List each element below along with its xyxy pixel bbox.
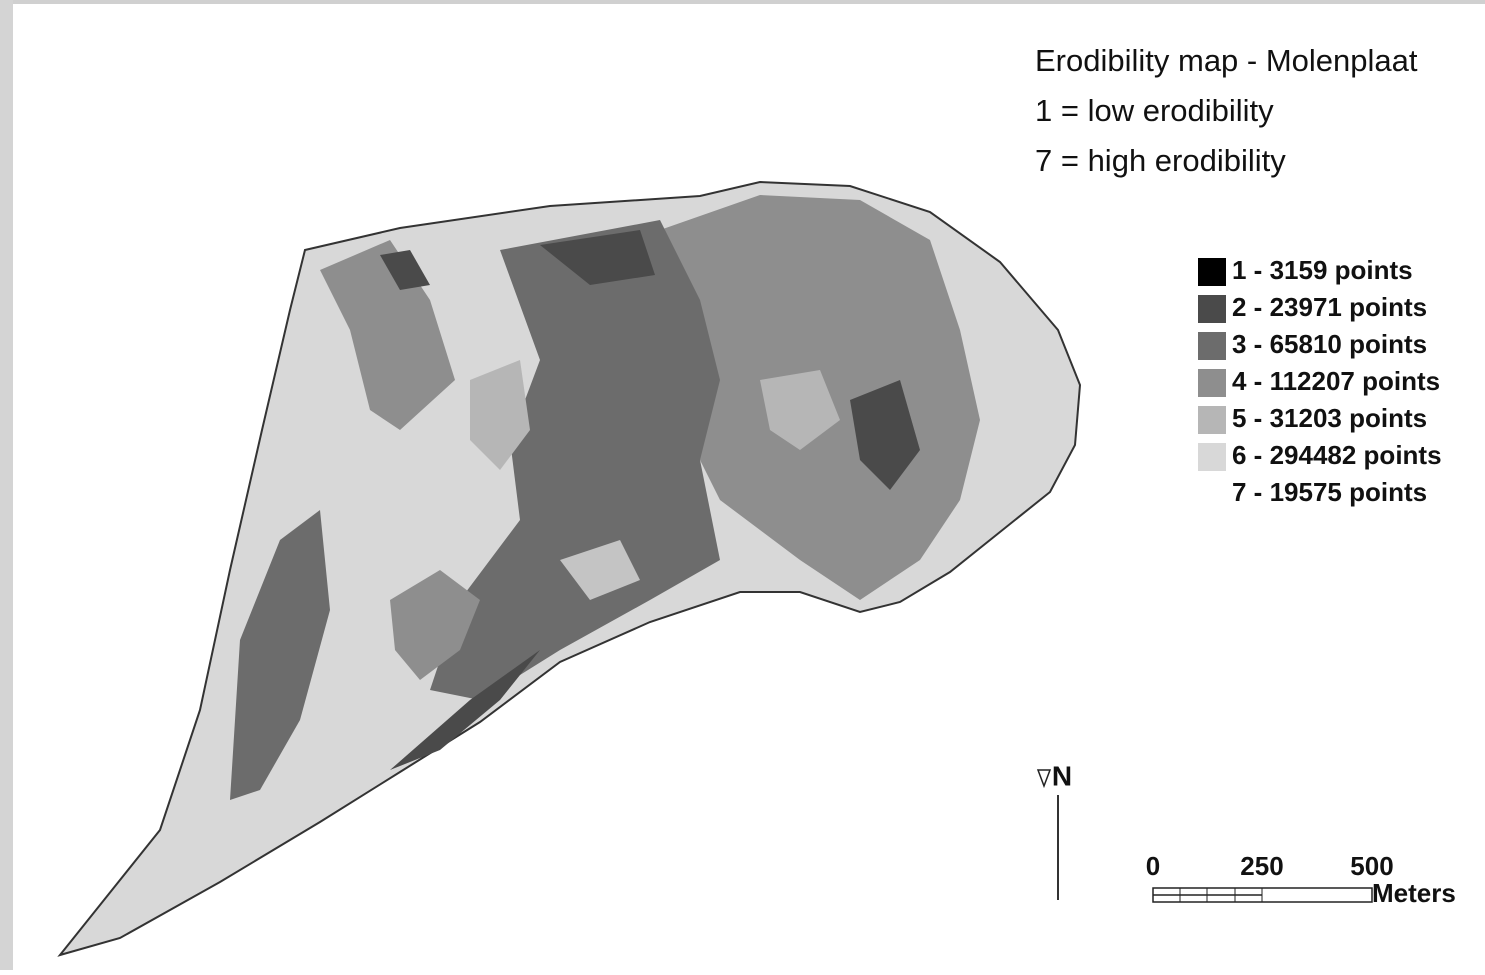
scale-tick-label: 500 <box>1350 851 1393 881</box>
legend-label: 2 - 23971 points <box>1232 292 1427 322</box>
north-label: N <box>1052 760 1072 791</box>
title-block: Erodibility map - Molenplaat 1 = low erod… <box>1035 43 1418 178</box>
scale-tick-label: 250 <box>1240 851 1283 881</box>
scale-unit: Meters <box>1372 878 1456 908</box>
subtitle-line: 1 = low erodibility <box>1035 93 1274 128</box>
legend-label: 3 - 65810 points <box>1232 329 1427 359</box>
legend-label: 4 - 112207 points <box>1232 366 1440 396</box>
map-title: Erodibility map - Molenplaat <box>1035 43 1418 78</box>
scale-tick-label: 0 <box>1146 851 1160 881</box>
scale-bar: Meters 0 250 500 <box>1146 851 1456 908</box>
legend-swatch <box>1198 295 1226 323</box>
north-symbol <box>1038 770 1050 786</box>
legend-label: 1 - 3159 points <box>1232 255 1413 285</box>
left-border <box>0 0 13 970</box>
legend-swatch <box>1198 443 1226 471</box>
legend-label: 7 - 19575 points <box>1232 477 1427 507</box>
legend-swatch <box>1198 258 1226 286</box>
legend-swatch <box>1198 332 1226 360</box>
legend-label: 5 - 31203 points <box>1232 403 1427 433</box>
page: Erodibility map - Molenplaat 1 = low erod… <box>0 0 1485 970</box>
top-border <box>0 0 1485 4</box>
legend-swatch <box>1198 369 1226 397</box>
legend-label: 6 - 294482 points <box>1232 440 1442 470</box>
subtitle-line: 7 = high erodibility <box>1035 143 1286 178</box>
legend-swatch <box>1198 406 1226 434</box>
legend-swatch <box>1198 480 1226 508</box>
north-arrow: N <box>1038 760 1072 900</box>
map-figure: Erodibility map - Molenplaat 1 = low erod… <box>0 0 1485 970</box>
island <box>60 182 1080 955</box>
legend: 1 - 3159 points 2 - 23971 points 3 - 65810… <box>1198 255 1442 508</box>
